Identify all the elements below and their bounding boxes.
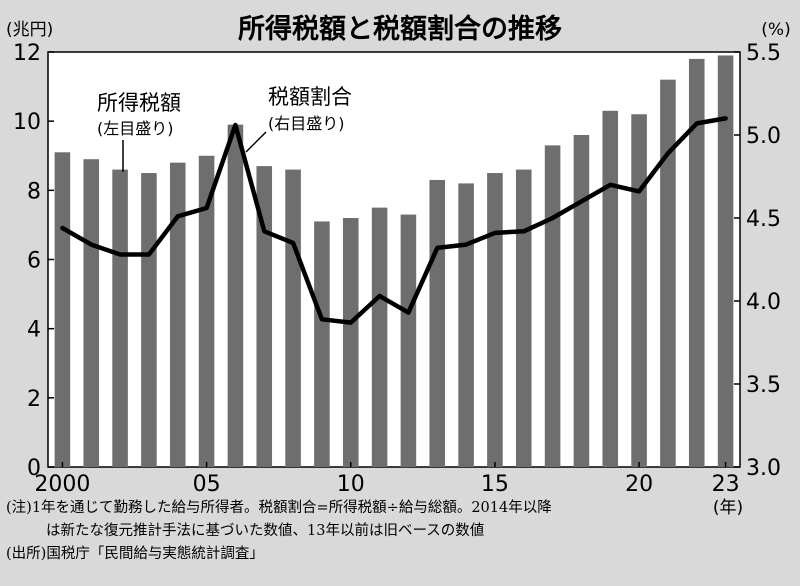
chart-title: 所得税額と税額割合の推移 [238,13,562,45]
bar [458,183,474,467]
right-axis-tick-label: 4.0 [746,290,781,315]
x-axis-tick-label: 20 [625,472,653,497]
bar [487,173,503,467]
left-axis-tick-label: 4 [27,318,41,343]
right-axis-tick-label: 3.0 [746,456,781,481]
left-axis-tick-label: 8 [27,179,41,204]
bar [717,55,734,467]
bar [314,221,330,467]
x-axis-tick-label: 05 [193,472,221,497]
source-line: (出所)国税庁「民間給与実態統計調査」 [6,546,264,562]
right-axis-unit: (%) [761,20,790,40]
legend-label-tax-amount: 所得税額 [97,91,181,115]
x-axis-tick-label: 23 [712,472,740,497]
note-line: は新たな復元推計手法に基づいた数値、13年以前は旧ベースの数値 [46,523,485,539]
bar [515,169,532,468]
x-axis-tick-label: 2000 [34,472,90,497]
bar [631,114,647,467]
legend-sublabel-tax-ratio: (右目盛り) [268,114,345,133]
bar [371,207,388,467]
bar [198,155,215,467]
right-axis-tick-label: 5.5 [746,41,781,66]
bar [256,166,273,467]
legend-sublabel-tax-amount: (左目盛り) [97,119,174,138]
plot-area [47,51,741,468]
x-axis-tick-label: 10 [337,472,365,497]
bar [429,179,446,468]
chart-notes: (注)1年を通じて勤務した給与所得者。税額割合=所得税額÷給与総額。2014年以… [6,497,706,566]
bar [602,110,619,468]
bar [400,214,417,467]
left-axis-tick-label: 6 [27,249,41,274]
bar [227,124,244,467]
left-axis-tick-label: 12 [13,41,41,66]
note-line: (注)1年を通じて勤務した給与所得者。税額割合=所得税額÷給与総額。2014年以… [6,500,552,516]
bar [688,58,705,468]
legend-label-tax-ratio: 税額割合 [268,85,352,109]
bar [169,162,186,467]
bar [54,152,71,467]
bar [660,79,676,468]
left-axis-tick-label: 0 [27,456,41,481]
bar [573,135,590,467]
right-axis-tick-label: 4.5 [746,207,781,232]
right-axis-tick-label: 5.0 [746,124,781,149]
bar [112,169,128,468]
left-axis-tick-label: 10 [13,110,41,135]
right-axis-tick-label: 3.5 [746,373,781,398]
bar [83,159,100,468]
x-axis-tick-label: 15 [481,472,509,497]
x-axis-unit: (年) [713,498,743,518]
bar [141,173,157,467]
left-axis-tick-label: 2 [27,387,41,412]
bar [342,218,359,467]
line-series-tax-ratio [60,116,728,325]
bar [285,169,301,468]
bar [544,145,561,467]
left-axis-unit: (兆円) [6,20,53,40]
legend-leader-tax-ratio [245,131,267,153]
